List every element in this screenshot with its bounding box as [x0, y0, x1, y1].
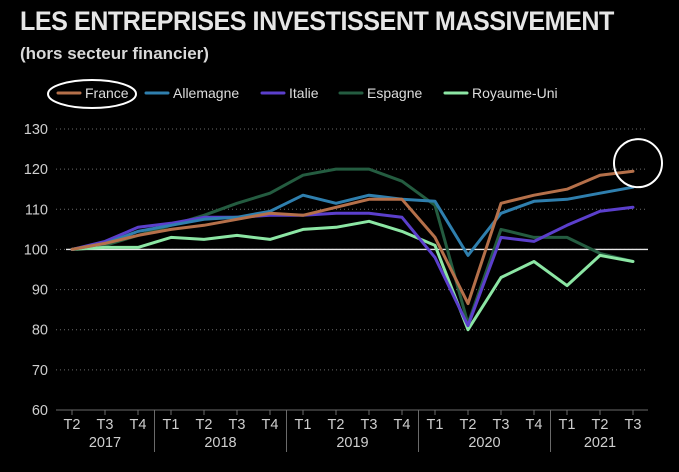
x-tick-label-17: T3 — [625, 417, 642, 433]
y-tick-label-100: 100 — [24, 242, 48, 258]
chart-title: LES ENTREPRISES INVESTISSENT MASSIVEMENT — [20, 6, 614, 36]
y-tick-label-120: 120 — [24, 162, 48, 178]
annotation-layer — [47, 79, 663, 189]
y-tick-label-80: 80 — [32, 323, 48, 339]
x-tick-label-5: T3 — [229, 417, 246, 433]
legend-label-italie: Italie — [289, 85, 319, 101]
x-tick-label-7: T1 — [295, 417, 312, 433]
chart-subtitle: (hors secteur financier) — [20, 44, 209, 63]
series-line-italie — [70, 205, 635, 328]
x-tick-label-15: T1 — [559, 417, 576, 433]
x-tick-label-0: T2 — [64, 417, 81, 433]
series-line-france — [70, 169, 635, 306]
y-tick-label-90: 90 — [32, 283, 48, 299]
x-tick-label-2: T4 — [130, 417, 147, 433]
x-tick-label-13: T3 — [493, 417, 510, 433]
x-axis: T2 T3 T4 T1 T2 T3 T4 T1 T2 T3 T4 T1 T2 T3 T4 T1 T2 T3 2017… — [56, 409, 648, 452]
y-tick-label-70: 70 — [32, 363, 48, 379]
year-label-2017: 2017 — [89, 435, 121, 451]
year-label-2020: 2020 — [468, 435, 500, 451]
legend-label-espagne: Espagne — [367, 85, 422, 101]
legend-label-france: France — [85, 85, 129, 101]
france-endpoint-circle — [613, 138, 663, 189]
x-tick-label-8: T2 — [328, 417, 345, 433]
legend-label-allemagne: Allemagne — [173, 85, 239, 101]
x-tick-label-14: T4 — [526, 417, 543, 433]
year-label-2021: 2021 — [584, 435, 616, 451]
year-label-2019: 2019 — [336, 435, 368, 451]
x-tick-label-10: T4 — [394, 417, 411, 433]
year-label-2018: 2018 — [204, 435, 236, 451]
legend-label-royaume-uni: Royaume-Uni — [472, 85, 558, 101]
x-tick-label-16: T2 — [592, 417, 609, 433]
legend-france-ellipse — [47, 79, 137, 109]
x-tick-label-3: T1 — [163, 417, 180, 433]
x-tick-label-11: T1 — [427, 417, 444, 433]
series-line-royaume-uni — [70, 219, 635, 332]
y-axis: 60 70 80 90 100 110 120 130 — [24, 122, 648, 419]
y-tick-label-110: 110 — [25, 202, 48, 218]
series-line-allemagne — [70, 185, 635, 257]
y-tick-label-130: 130 — [24, 122, 48, 138]
x-tick-label-4: T2 — [196, 417, 213, 433]
x-tick-label-12: T2 — [460, 417, 477, 433]
legend: France Allemagne Italie Espagne Royaume-Uni — [56, 85, 558, 101]
x-tick-label-1: T3 — [97, 417, 114, 433]
x-tick-label-6: T4 — [262, 417, 279, 433]
y-tick-label-60: 60 — [32, 403, 48, 419]
series-layer — [70, 167, 635, 332]
x-tick-label-9: T3 — [361, 417, 378, 433]
